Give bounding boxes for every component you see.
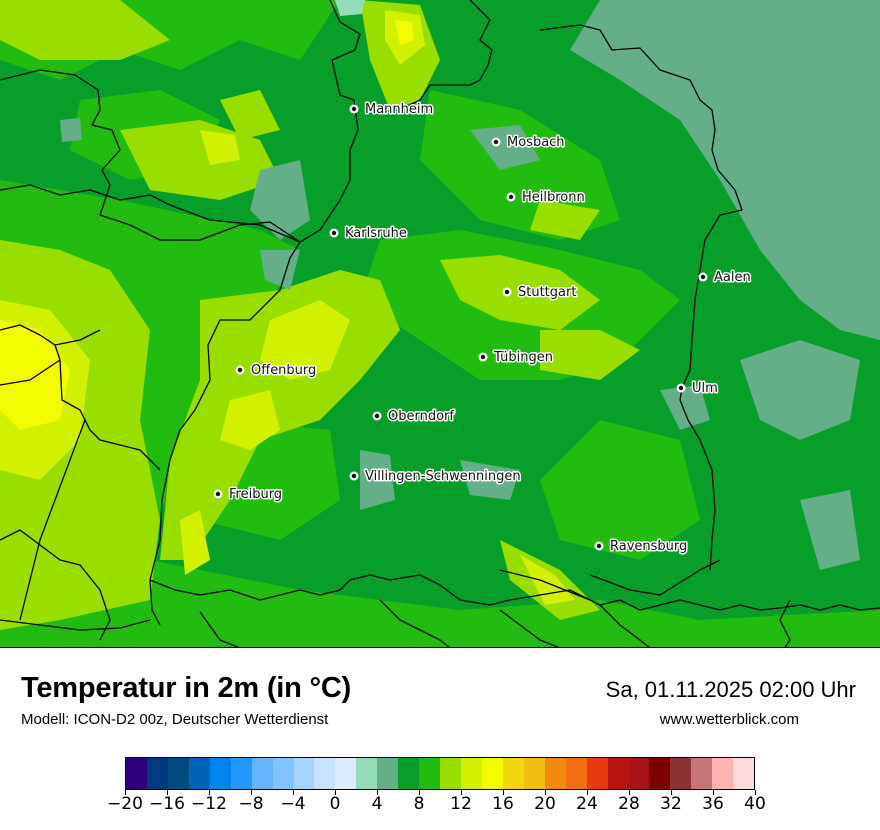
tick-mark [460, 790, 462, 795]
colorbar-bin [126, 758, 147, 789]
colorbar-bin [356, 758, 378, 789]
colorbar-bin [670, 758, 692, 789]
tick-mark [250, 790, 252, 795]
colorbar-bin [649, 758, 671, 789]
city-marker: Ulm [676, 380, 719, 398]
city-marker: Heilbronn [506, 189, 586, 207]
colorbar-bin [691, 758, 713, 789]
tick-mark [166, 790, 168, 795]
colorbar-bin [565, 758, 587, 789]
colorbar-bin [167, 758, 189, 789]
city-label: Heilbronn [522, 190, 585, 205]
city-marker: Aalen [698, 269, 752, 287]
tick-label: 24 [576, 794, 598, 814]
tick-mark [334, 790, 336, 795]
tick-label: −20 [107, 794, 143, 814]
tick-label: −12 [191, 794, 227, 814]
tick-mark [670, 790, 672, 795]
tick-label: 0 [329, 794, 341, 814]
city-marker: Stuttgart [502, 284, 578, 302]
tick-label: 36 [702, 794, 724, 814]
colorbar-bin [251, 758, 273, 789]
temperature-map: Mannheim Mosbach Heilbronn Karlsruhe Aalen St… [0, 0, 880, 648]
colorbar-bin [628, 758, 650, 789]
tick-mark [628, 790, 630, 795]
city-marker: Mosbach [491, 134, 566, 152]
colorbar-bin [230, 758, 252, 789]
city-label: Mannheim [365, 102, 433, 117]
city-marker: Ravensburg [594, 538, 689, 556]
city-label: Freiburg [229, 487, 282, 502]
tick-mark [376, 790, 378, 795]
colorbar-bin [440, 758, 461, 789]
tick-mark [124, 790, 126, 795]
model-source: Modell: ICON-D2 00z, Deutscher Wetterdie… [21, 711, 329, 728]
tick-mark [418, 790, 420, 795]
tick-mark [208, 790, 210, 795]
city-label: Offenburg [251, 363, 316, 378]
website-link[interactable]: www.wetterblick.com [659, 711, 799, 728]
colorbar-bin [314, 758, 336, 789]
tick-mark [292, 790, 294, 795]
colorbar-bin [335, 758, 357, 789]
tick-label: −16 [149, 794, 185, 814]
tick-label: −4 [280, 794, 306, 814]
city-marker: Karlsruhe [329, 225, 408, 243]
colorbar-bin [293, 758, 315, 789]
city-marker: Tübingen [478, 349, 555, 367]
colorbar-bin [188, 758, 210, 789]
city-label: Villingen-Schwenningen [365, 469, 521, 484]
city-marker: Villingen-Schwenningen [349, 468, 522, 486]
colorbar-bin [607, 758, 629, 789]
colorbar-bin [502, 758, 524, 789]
city-label: Ravensburg [610, 539, 687, 554]
colorbar-bin [712, 758, 734, 789]
colorbar-bin [481, 758, 503, 789]
colorbar-bin [398, 758, 420, 789]
colorbar-bin [544, 758, 566, 789]
tick-mark [754, 790, 756, 795]
city-label: Oberndorf [388, 409, 454, 424]
colorbar-bin [733, 758, 755, 789]
tick-label: 4 [371, 794, 383, 814]
tick-label: −8 [238, 794, 264, 814]
city-marker: Mannheim [349, 101, 435, 119]
tick-label: 12 [450, 794, 472, 814]
tick-mark [502, 790, 504, 795]
city-label: Aalen [714, 270, 751, 285]
tick-mark [586, 790, 588, 795]
city-label: Tübingen [493, 350, 553, 365]
tick-label: 16 [492, 794, 514, 814]
map-title: Temperatur in 2m (in °C) [21, 672, 352, 704]
colorbar-bin [586, 758, 608, 789]
city-marker: Oberndorf [372, 408, 456, 426]
city-marker: Freiburg [213, 486, 284, 504]
tick-mark [712, 790, 714, 795]
colorbar-bin [209, 758, 231, 789]
colorbar-bin [377, 758, 399, 789]
city-label: Stuttgart [518, 285, 576, 300]
colorbar-bin [272, 758, 294, 789]
tick-label: 32 [660, 794, 682, 814]
colorbar-bin [523, 758, 545, 789]
city-marker: Offenburg [235, 362, 318, 380]
tick-label: 20 [534, 794, 556, 814]
tick-label: 40 [744, 794, 766, 814]
city-label: Mosbach [507, 135, 565, 150]
valid-datetime: Sa, 01.11.2025 02:00 Uhr [605, 677, 856, 702]
tick-label: 8 [413, 794, 425, 814]
city-label: Ulm [692, 381, 718, 396]
colorbar-bin [146, 758, 168, 789]
tick-label: 28 [618, 794, 640, 814]
city-label: Karlsruhe [345, 226, 407, 241]
colorbar-bin [419, 758, 441, 789]
colorbar-ticks: −20 −16 −12 −8 −4 0 4 8 12 16 20 24 28 32 36 40 [107, 790, 766, 830]
colorbar-bin [461, 758, 482, 789]
tick-mark [544, 790, 546, 795]
temperature-colorbar [125, 757, 755, 790]
